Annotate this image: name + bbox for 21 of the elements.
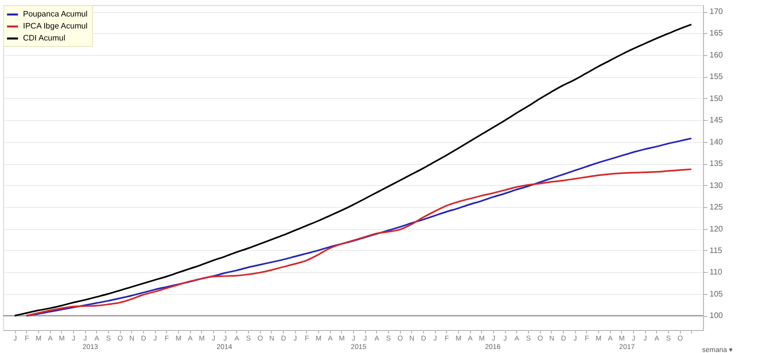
legend-label: CDI Acumul bbox=[23, 34, 66, 42]
y-tick-label: 115 bbox=[710, 246, 723, 255]
y-tick-label: 160 bbox=[710, 50, 724, 60]
y-tick-label: 125 bbox=[710, 202, 724, 212]
y-tick-label: 150 bbox=[710, 94, 724, 103]
y-tick-label: 155 bbox=[710, 72, 724, 82]
line-series bbox=[14, 24, 692, 316]
y-tick-label: 120 bbox=[710, 224, 724, 234]
legend-label: IPCA Ibge Acumul bbox=[23, 22, 88, 30]
y-tick-label: 130 bbox=[710, 180, 724, 190]
y-tick-label: 170 bbox=[710, 7, 724, 16]
y-tick-label: 135 bbox=[710, 159, 724, 168]
y-tick-label: 165 bbox=[710, 28, 724, 38]
y-tick-label: 110 bbox=[710, 268, 723, 277]
y-tick-label: 105 bbox=[710, 289, 724, 298]
line-series bbox=[26, 138, 692, 316]
y-tick-label: 100 bbox=[710, 311, 724, 320]
y-tick-label: 140 bbox=[710, 137, 724, 146]
legend-label: Poupanca Acumul bbox=[23, 10, 88, 18]
y-tick-label: 145 bbox=[710, 116, 724, 125]
line-series bbox=[26, 168, 692, 316]
